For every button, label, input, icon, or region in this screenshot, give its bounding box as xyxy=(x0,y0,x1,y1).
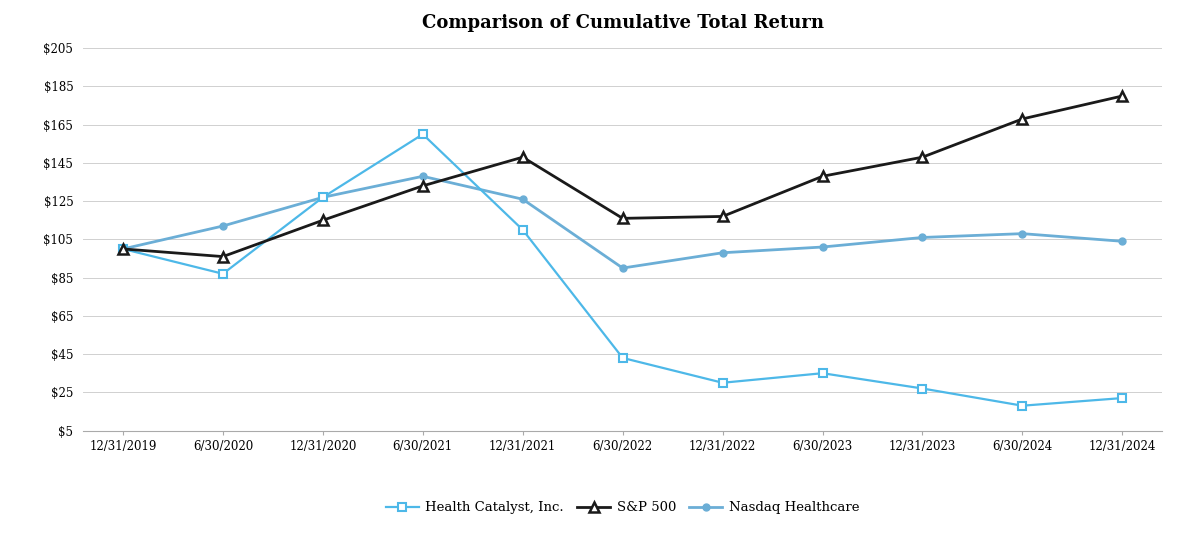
Health Catalyst, Inc. xyxy=(1115,395,1129,401)
Nasdaq Healthcare xyxy=(315,194,330,200)
Legend: Health Catalyst, Inc., S&P 500, Nasdaq Healthcare: Health Catalyst, Inc., S&P 500, Nasdaq H… xyxy=(381,496,865,519)
Nasdaq Healthcare xyxy=(715,250,729,256)
Nasdaq Healthcare xyxy=(616,265,630,272)
S&P 500 xyxy=(916,154,930,161)
Line: Nasdaq Healthcare: Nasdaq Healthcare xyxy=(120,173,1126,272)
Health Catalyst, Inc. xyxy=(216,270,230,277)
Nasdaq Healthcare xyxy=(415,173,429,179)
Nasdaq Healthcare xyxy=(916,234,930,241)
Health Catalyst, Inc. xyxy=(715,379,729,386)
S&P 500 xyxy=(616,215,630,222)
S&P 500 xyxy=(315,217,330,224)
Line: S&P 500: S&P 500 xyxy=(119,91,1127,262)
Nasdaq Healthcare xyxy=(1115,238,1129,245)
Line: Health Catalyst, Inc.: Health Catalyst, Inc. xyxy=(119,130,1127,410)
Title: Comparison of Cumulative Total Return: Comparison of Cumulative Total Return xyxy=(422,14,823,31)
Health Catalyst, Inc. xyxy=(116,246,130,252)
Nasdaq Healthcare xyxy=(816,244,830,251)
Health Catalyst, Inc. xyxy=(315,194,330,200)
Nasdaq Healthcare xyxy=(216,222,230,229)
Nasdaq Healthcare xyxy=(1015,230,1029,237)
Health Catalyst, Inc. xyxy=(415,131,429,137)
Health Catalyst, Inc. xyxy=(1015,402,1029,409)
Health Catalyst, Inc. xyxy=(516,226,530,233)
S&P 500 xyxy=(116,246,130,252)
Health Catalyst, Inc. xyxy=(916,385,930,392)
Health Catalyst, Inc. xyxy=(616,354,630,361)
S&P 500 xyxy=(715,213,729,220)
Nasdaq Healthcare xyxy=(116,246,130,252)
S&P 500 xyxy=(415,183,429,189)
S&P 500 xyxy=(1115,93,1129,99)
S&P 500 xyxy=(216,253,230,260)
S&P 500 xyxy=(516,154,530,161)
Nasdaq Healthcare xyxy=(516,196,530,203)
Health Catalyst, Inc. xyxy=(816,370,830,376)
S&P 500 xyxy=(1015,115,1029,122)
S&P 500 xyxy=(816,173,830,179)
